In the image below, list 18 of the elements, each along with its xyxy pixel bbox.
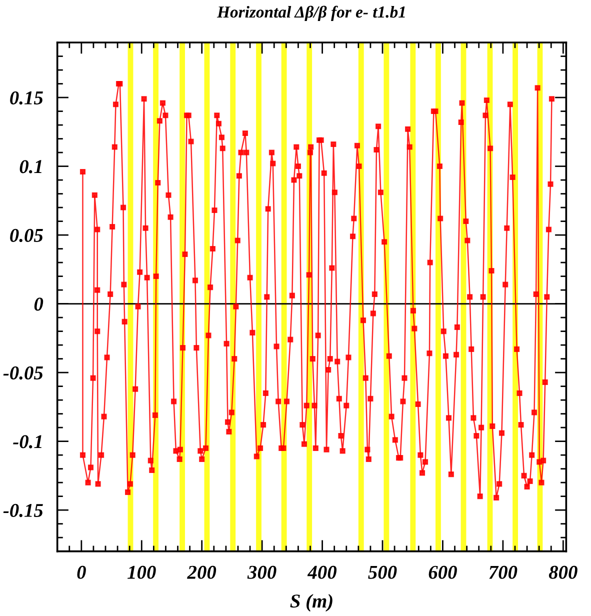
y-tick-label: 0.05 xyxy=(10,228,43,242)
x-tick-label: 300 xyxy=(247,566,276,579)
x-axis-title: S (m) xyxy=(290,594,332,612)
y-tick-label: -0.1 xyxy=(13,435,42,448)
x-tick-label: 100 xyxy=(128,566,156,579)
y-tick-label: -0.15 xyxy=(3,504,43,518)
x-tick-label: 0 xyxy=(77,566,86,579)
x-tick-label: 600 xyxy=(428,566,457,579)
y-tick-label: 0.15 xyxy=(10,91,43,105)
x-tick-label: 800 xyxy=(548,566,578,579)
y-tick-label: -0.05 xyxy=(3,366,43,380)
x-tick-label: 700 xyxy=(489,566,518,579)
chart-title: Horizontal Δβ/β for e- t1.b1 xyxy=(216,6,405,22)
y-tick-label: 0.1 xyxy=(20,160,42,174)
x-tick-label: 400 xyxy=(307,566,337,579)
x-tick-label: 200 xyxy=(187,566,216,579)
y-tick-label: 0 xyxy=(34,298,44,311)
x-tick-label: 500 xyxy=(368,566,397,579)
